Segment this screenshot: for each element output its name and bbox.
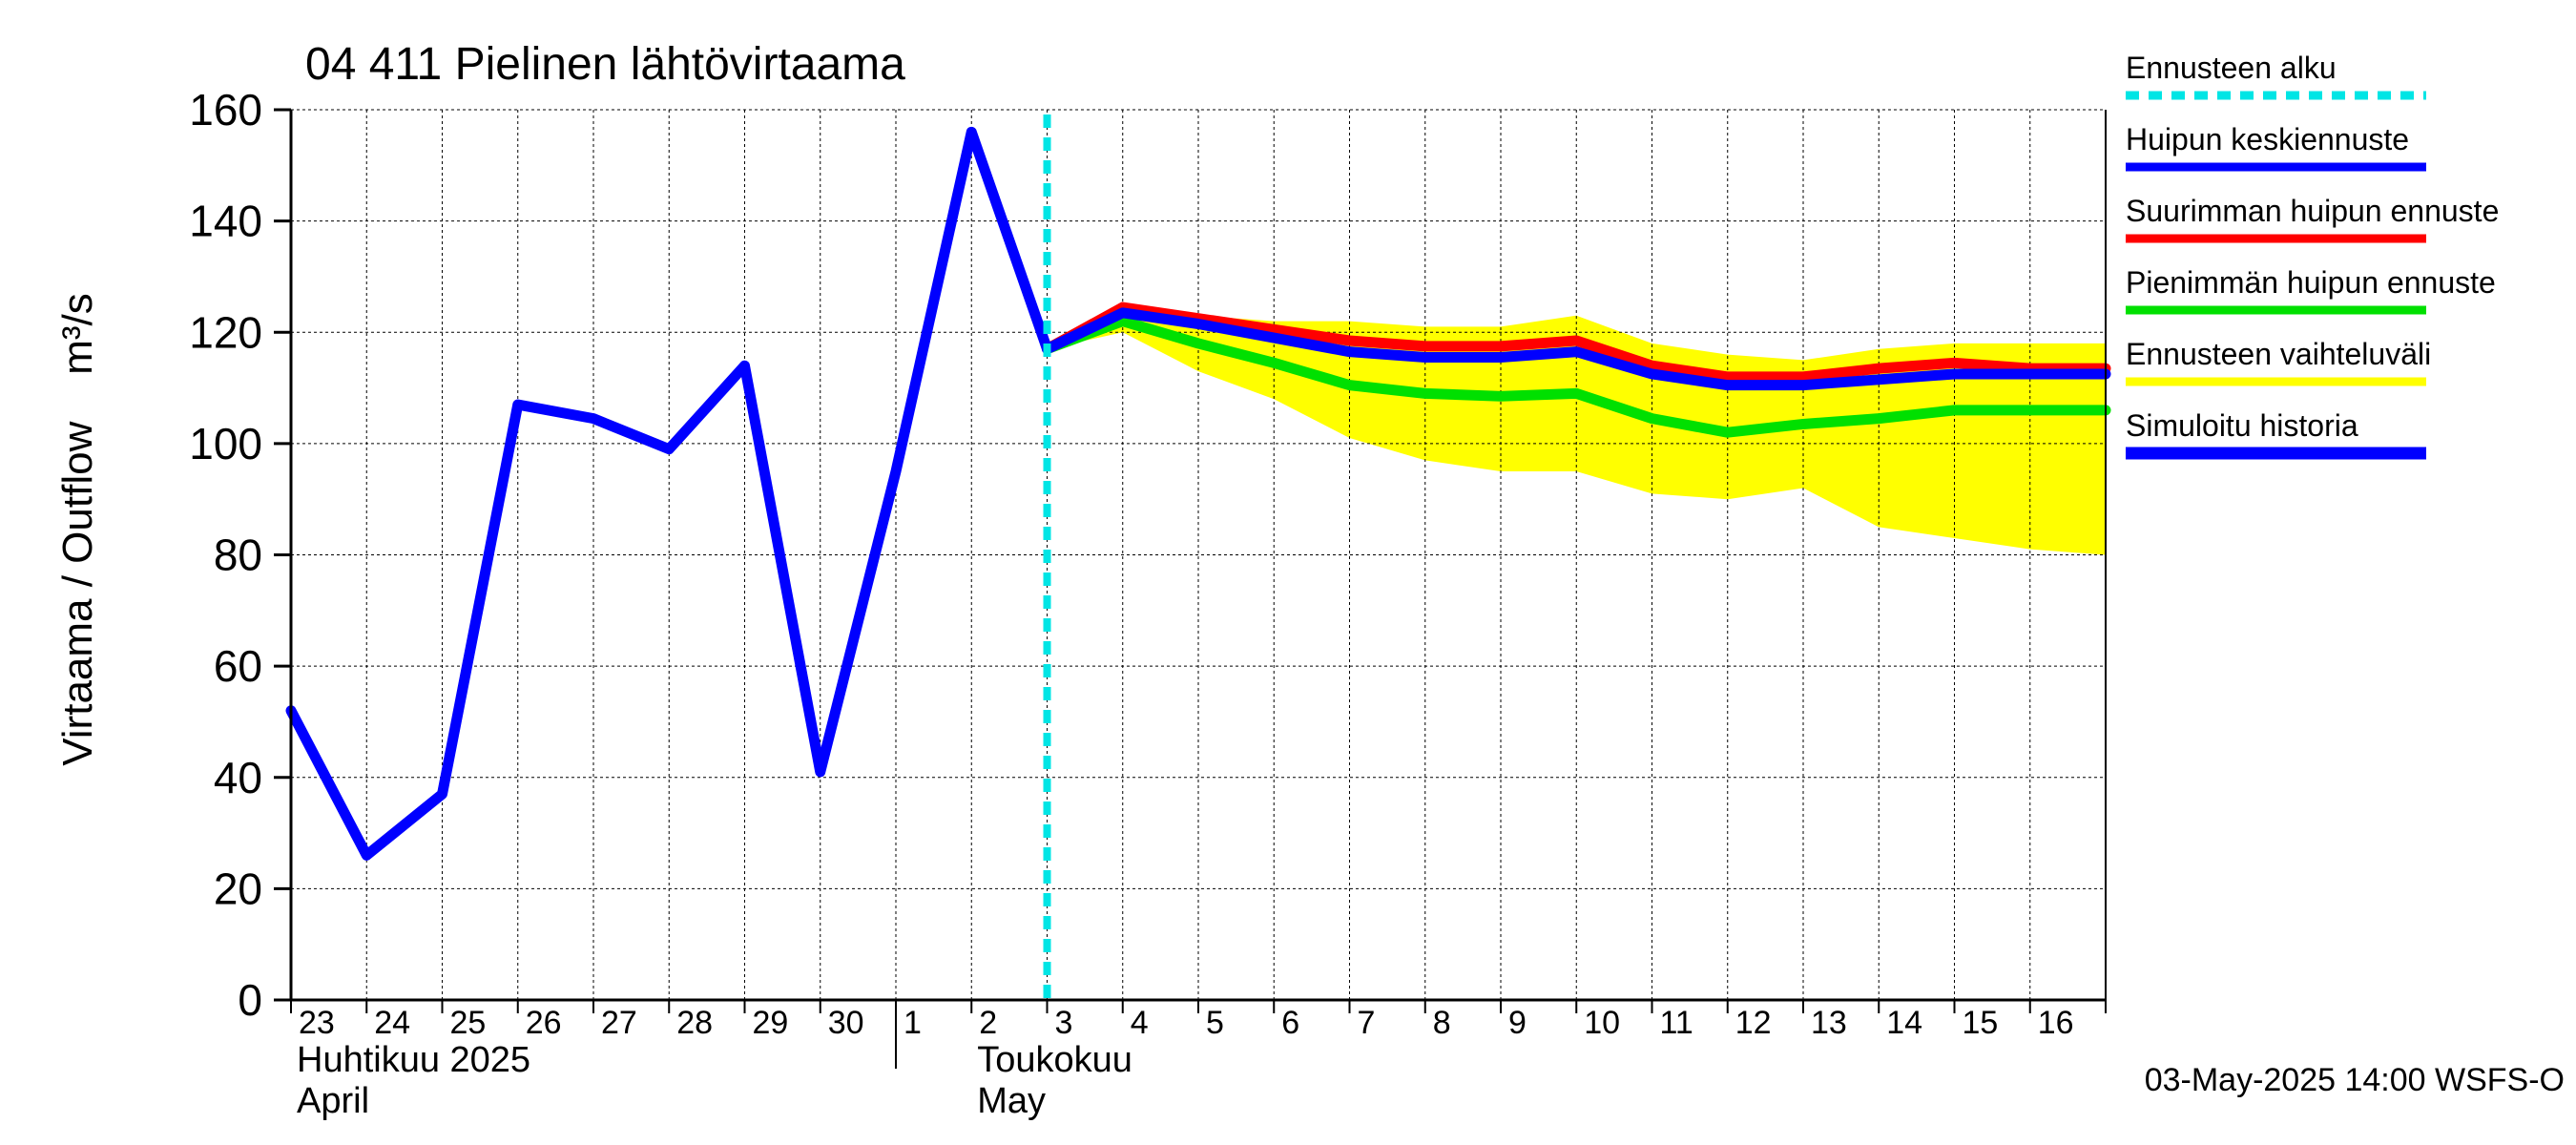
x-tick-label: 28 — [676, 1005, 713, 1041]
x-tick-label: 25 — [450, 1005, 487, 1041]
x-tick-label: 5 — [1206, 1005, 1224, 1041]
legend-label: Simuloitu historia — [2126, 408, 2358, 443]
x-tick-label: 3 — [1055, 1005, 1073, 1041]
x-tick-label: 8 — [1433, 1005, 1451, 1041]
x-tick-label: 9 — [1508, 1005, 1527, 1041]
x-tick-label: 16 — [2038, 1005, 2074, 1041]
legend-label: Ennusteen vaihteluväli — [2126, 337, 2431, 371]
footer-timestamp: 03-May-2025 14:00 WSFS-O — [2145, 1062, 2565, 1098]
series-line-simuloitu-historia — [285, 126, 1052, 861]
y-tick-label: 160 — [189, 85, 262, 135]
series-line-pienimm-n-huipun-ennuste — [1042, 316, 2111, 438]
grid — [291, 109, 2107, 1000]
legend: Ennusteen alku Huipun keskiennuste Suurimm… — [2126, 51, 2499, 460]
x-tick-label: 11 — [1660, 1005, 1693, 1041]
legend-label: Pienimmän huipun ennuste — [2126, 265, 2496, 300]
y-tick-labels: 0 20 40 60 80 100 120 140 160 — [189, 85, 262, 1025]
y-axis-label: Virtaama / Outflow m³/s — [54, 293, 101, 766]
y-tick-label: 20 — [214, 864, 262, 913]
series-line-huipun-keskiennuste — [1042, 307, 2111, 391]
x-tick-label: 24 — [374, 1005, 410, 1041]
y-tick-label: 60 — [214, 641, 262, 691]
x-tick-label: 6 — [1281, 1005, 1299, 1041]
x-tick-label: 1 — [904, 1005, 922, 1041]
y-tick-label: 0 — [238, 975, 262, 1025]
y-tick-label: 120 — [189, 307, 262, 357]
x-tick-label: 23 — [299, 1005, 335, 1041]
y-tick-label: 140 — [189, 197, 262, 246]
chart-title: 04 411 Pielinen lähtövirtaama — [305, 39, 905, 90]
axes — [274, 108, 2107, 1069]
y-tick-label: 100 — [189, 419, 262, 468]
x-tick-label: 27 — [601, 1005, 637, 1041]
y-tick-label: 80 — [214, 531, 262, 580]
month-label-en: April — [297, 1081, 369, 1121]
x-tick-label: 13 — [1811, 1005, 1847, 1041]
forecast-range-band — [1047, 304, 2106, 555]
series-lines — [285, 114, 2111, 1000]
x-tick-label: 14 — [1886, 1005, 1922, 1041]
y-tick-label: 40 — [214, 753, 262, 802]
month-label: Toukokuu — [977, 1040, 1132, 1080]
range-band-area — [1047, 304, 2106, 555]
x-tick-labels: 23 24 25 26 27 28 29 30 1 2 3 4 5 6 7 8 9 10 11 12 13 14 15 16H… — [297, 1005, 2074, 1121]
month-label-en: May — [977, 1081, 1046, 1121]
series-line-suurimman-huipun-ennuste — [1042, 302, 2111, 383]
x-tick-label: 15 — [1963, 1005, 1999, 1041]
x-tick-label: 4 — [1131, 1005, 1149, 1041]
x-tick-label: 29 — [753, 1005, 789, 1041]
legend-label: Ennusteen alku — [2126, 51, 2337, 85]
x-tick-label: 30 — [828, 1005, 864, 1041]
x-tick-label: 7 — [1358, 1005, 1376, 1041]
x-tick-label: 2 — [979, 1005, 997, 1041]
month-label: Huhtikuu 2025 — [297, 1040, 530, 1080]
legend-label: Suurimman huipun ennuste — [2126, 194, 2499, 228]
legend-label: Huipun keskiennuste — [2126, 122, 2409, 156]
x-tick-label: 12 — [1735, 1005, 1772, 1041]
x-tick-label: 10 — [1584, 1005, 1620, 1041]
x-tick-label: 26 — [526, 1005, 562, 1041]
